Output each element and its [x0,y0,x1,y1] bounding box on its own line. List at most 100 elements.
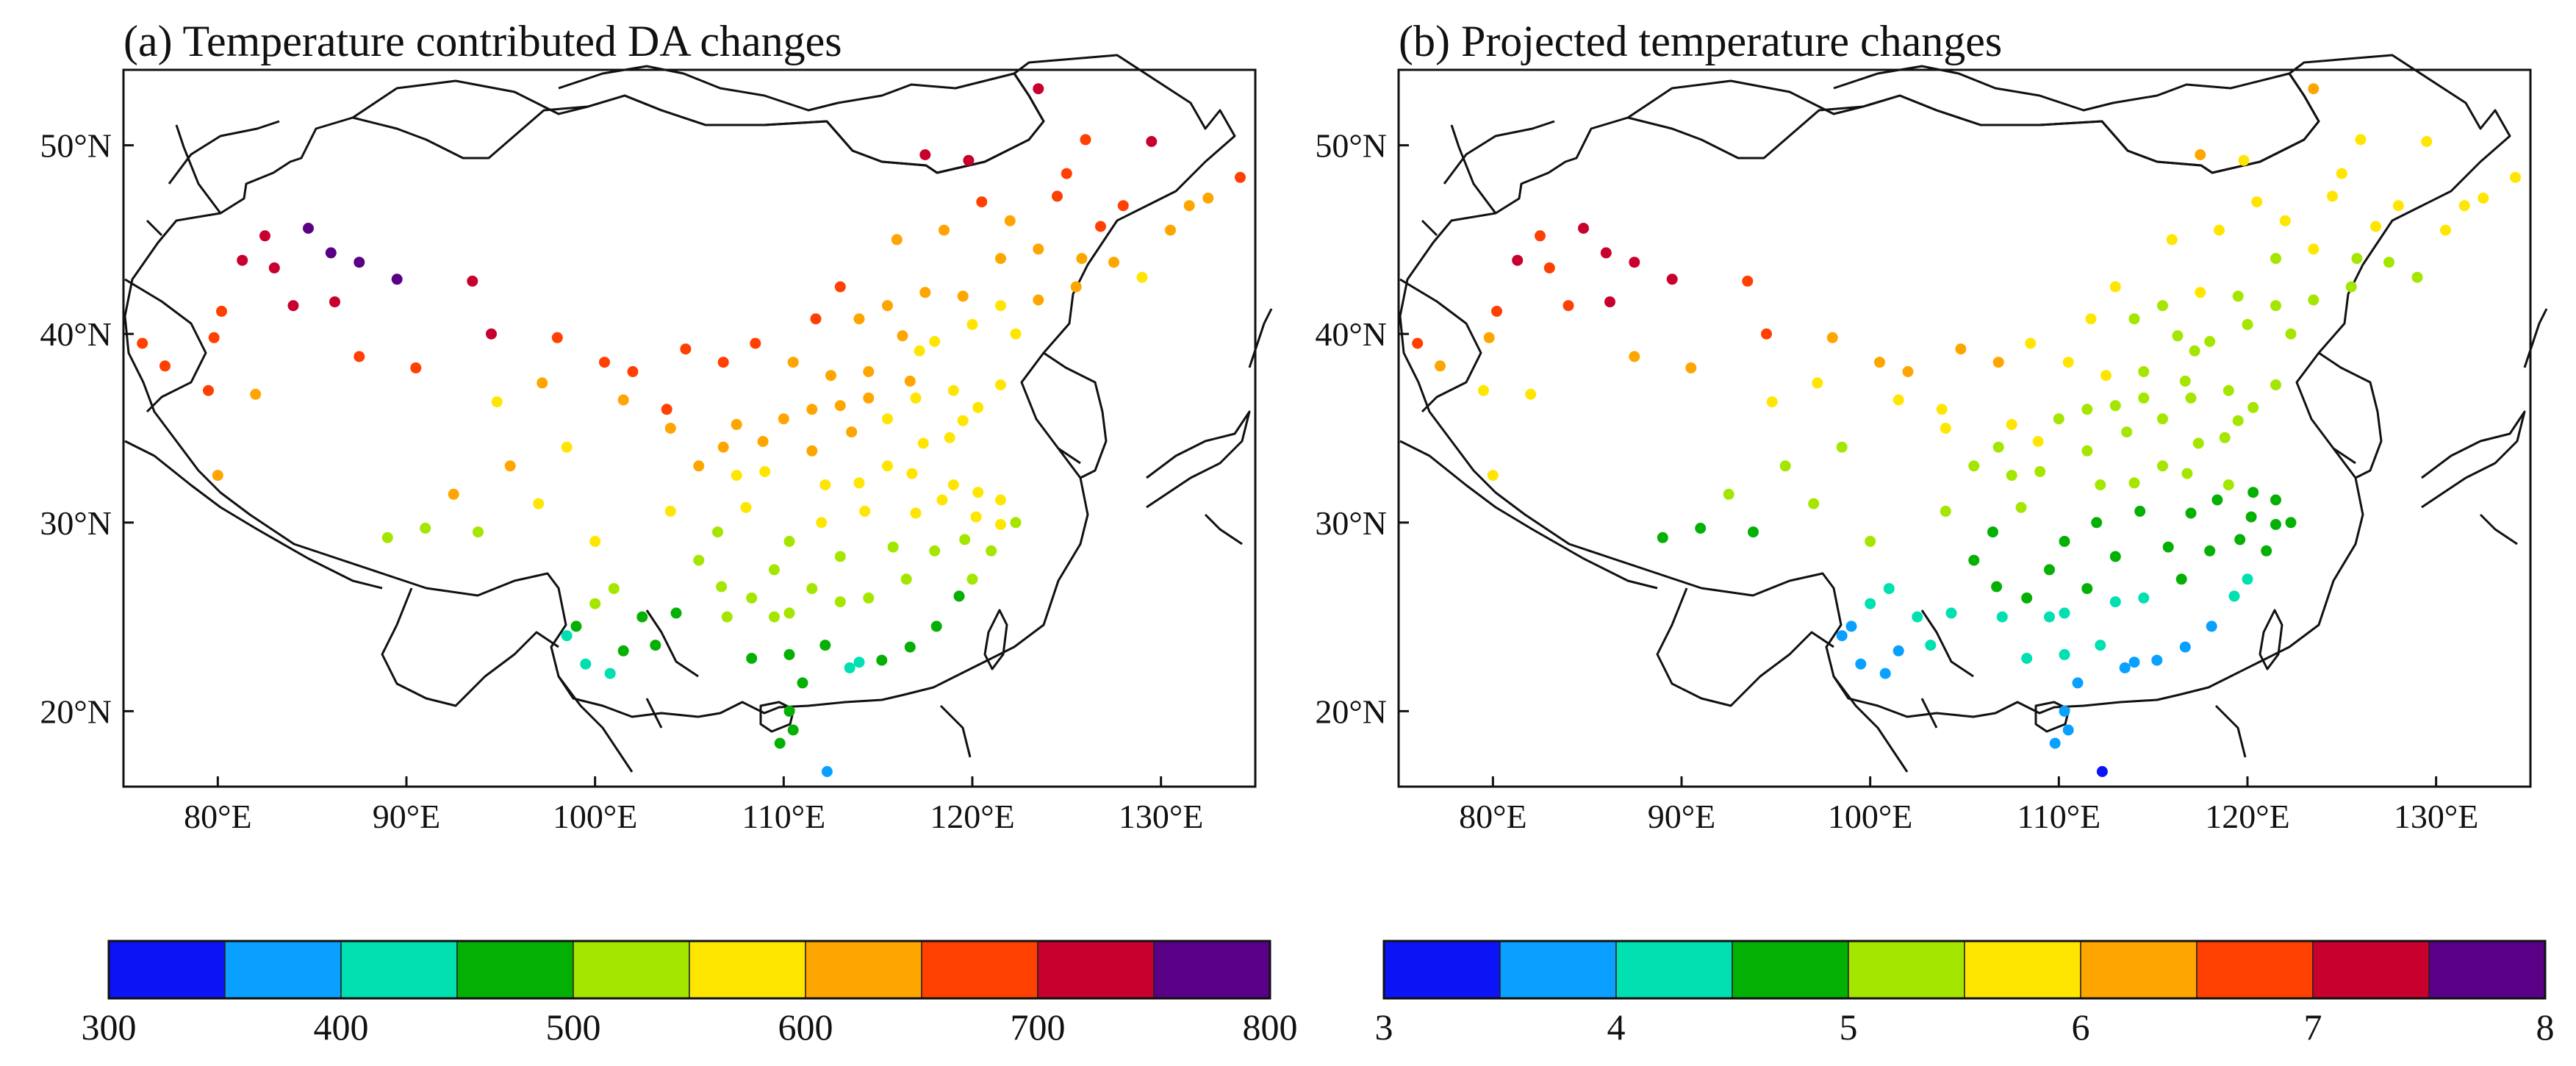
station-point [2247,401,2259,413]
station-point [995,494,1006,506]
x-tick-label: 80°E [1459,798,1527,835]
colorbar-tick-label: 500 [546,1006,601,1048]
station-point [1968,554,1980,566]
colorbar-tick-label: 6 [2072,1006,2090,1048]
station-point [1992,441,2004,453]
station-point [876,654,888,666]
y-tick-label: 20°N [1315,693,1387,730]
station-point [354,351,365,362]
station-point [1865,598,1876,609]
colorbar-tick-label: 700 [1011,1006,1066,1048]
station-point [750,337,761,349]
station-point [2510,171,2521,183]
station-point [731,418,742,430]
station-point [972,401,984,413]
station-point [448,488,459,500]
station-point [740,501,752,513]
station-point [2109,596,2121,608]
panel-b: (b) Projected temperature changes 80°E 90… [1315,17,2554,1048]
colorbar-bin [1383,940,1501,999]
station-point [381,532,393,543]
station-point [2134,505,2146,517]
station-point [1010,517,1022,529]
station-point [1723,488,1734,500]
station-point [787,724,799,736]
station-point [1487,470,1499,482]
station-point [797,677,808,689]
station-point [693,460,705,472]
station-point [1033,83,1044,95]
station-point [959,534,971,545]
colorbar-tick-label: 300 [82,1006,137,1048]
station-point [1108,257,1119,268]
station-point [2119,662,2131,673]
station-point [2081,445,2093,457]
station-point [1052,190,1063,202]
x-tick-label: 80°E [184,798,252,835]
station-point [420,523,431,534]
station-point [354,257,365,268]
panel-b-stations [1412,83,2521,777]
station-point [504,460,516,472]
station-point [636,611,648,623]
colorbar-tick-label: 4 [1607,1006,1626,1048]
station-point [2091,517,2103,529]
station-point [900,573,912,585]
station-point [410,362,422,373]
station-point [2044,564,2055,576]
station-point [287,300,299,312]
station-point [2270,253,2281,265]
station-point [1874,357,1885,368]
station-point [1808,498,1820,509]
station-point [2270,379,2281,390]
station-point [2157,300,2168,312]
colorbar-tick-label: 5 [1840,1006,1858,1048]
station-point [821,766,833,777]
station-point [608,583,620,595]
station-point [2285,517,2297,529]
station-point [2096,766,2108,777]
station-point [929,336,941,347]
x-tick-label: 130°E [2394,798,2479,835]
station-point [2138,592,2150,604]
station-point [2179,375,2191,387]
panel-b-boundaries [1399,54,2548,773]
station-point [1666,273,1678,285]
colorbar-bin [456,940,574,999]
station-point [1578,223,1589,234]
station-point [1836,441,1848,453]
x-tick-label: 100°E [1828,798,1913,835]
station-point [1061,168,1072,179]
station-point [783,607,795,619]
station-point [2128,313,2140,325]
station-point [2392,200,2404,212]
station-point [1095,221,1106,232]
station-point [910,507,922,519]
station-point [1202,193,1214,204]
station-point [2128,657,2140,668]
station-point [957,415,969,426]
colorbar-tick-label: 400 [314,1006,369,1048]
station-point [717,357,729,368]
station-point [2049,737,2061,749]
station-point [2238,154,2250,166]
station-point [212,470,223,482]
station-point [995,379,1006,390]
x-tick-label: 100°E [553,798,638,835]
station-point [2034,466,2046,477]
station-point [2032,436,2044,447]
station-point [2214,224,2225,236]
station-point [1936,404,1948,415]
station-point [1010,328,1022,340]
station-point [2247,487,2259,498]
station-point [551,332,563,343]
station-point [208,332,220,343]
panel-a-boundaries [123,54,1273,773]
y-tick-label: 40°N [1315,315,1387,353]
station-point [1865,535,1876,547]
station-point [953,590,965,602]
station-point [325,247,337,259]
station-point [1968,460,1980,472]
station-point [810,313,822,325]
station-point [2109,281,2121,293]
